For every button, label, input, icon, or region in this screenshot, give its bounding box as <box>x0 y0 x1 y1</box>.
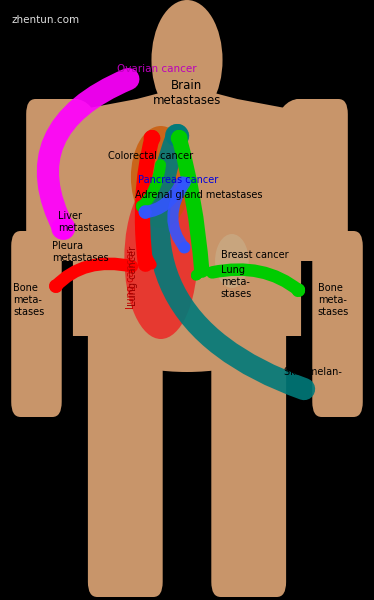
Ellipse shape <box>215 234 249 288</box>
FancyBboxPatch shape <box>312 231 363 417</box>
Text: Bone
meta-
stases: Bone meta- stases <box>318 283 349 317</box>
Text: Pleura
metastases: Pleura metastases <box>52 241 109 263</box>
Ellipse shape <box>131 126 191 228</box>
Text: Adrenal gland metastases: Adrenal gland metastases <box>135 190 262 200</box>
Text: zhentun.com: zhentun.com <box>11 15 79 25</box>
FancyBboxPatch shape <box>11 231 62 417</box>
FancyBboxPatch shape <box>211 315 286 597</box>
FancyBboxPatch shape <box>26 99 84 261</box>
Text: Skin melan-: Skin melan- <box>284 367 342 377</box>
Text: Breast cancer: Breast cancer <box>221 250 288 260</box>
Text: Lung cancer: Lung cancer <box>126 249 136 309</box>
Text: Liver
metastases: Liver metastases <box>58 211 114 233</box>
Text: Lung
meta-
stases: Lung meta- stases <box>221 265 252 299</box>
FancyBboxPatch shape <box>161 78 213 126</box>
Ellipse shape <box>277 99 322 153</box>
Ellipse shape <box>52 99 97 153</box>
FancyBboxPatch shape <box>290 99 348 261</box>
Text: Pancreas cancer: Pancreas cancer <box>138 175 219 185</box>
Ellipse shape <box>151 0 223 120</box>
FancyBboxPatch shape <box>88 315 163 597</box>
Text: Colorectal cancer: Colorectal cancer <box>108 151 194 161</box>
Polygon shape <box>73 93 301 336</box>
Ellipse shape <box>124 177 197 339</box>
Ellipse shape <box>90 294 284 372</box>
Text: Bone
meta-
stases: Bone meta- stases <box>13 283 45 317</box>
Text: Lung cancer: Lung cancer <box>128 246 138 306</box>
Text: Ovarian cancer: Ovarian cancer <box>117 64 197 74</box>
Text: Brain
metastases: Brain metastases <box>153 79 221 107</box>
